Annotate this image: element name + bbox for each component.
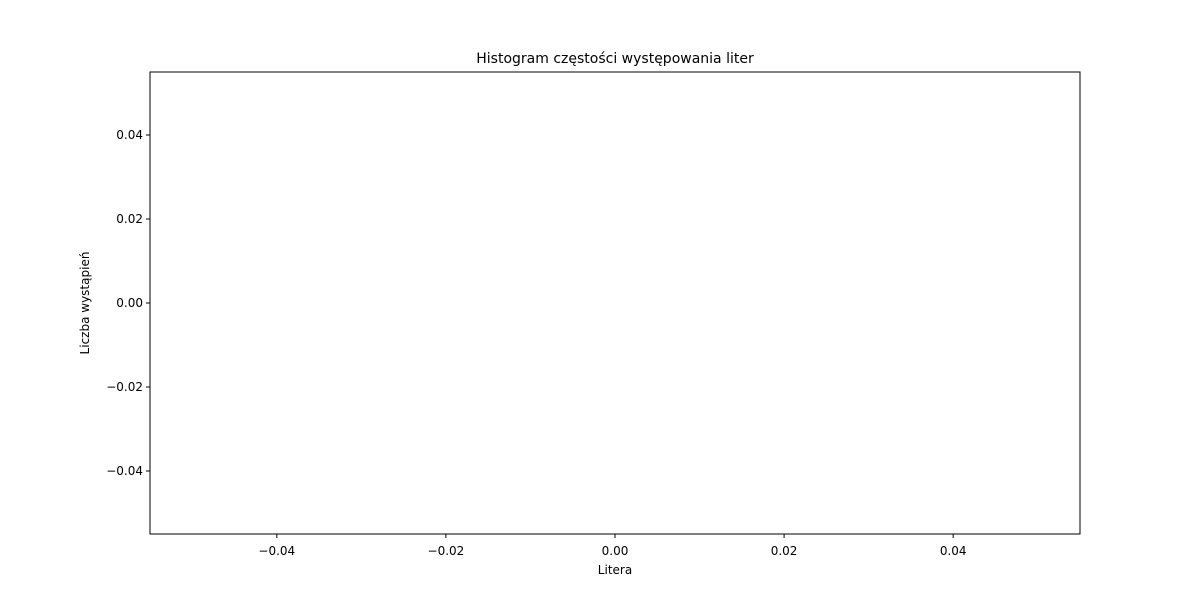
x-tick-label: 0.00 bbox=[602, 544, 629, 558]
x-axis-ticks: −0.04 −0.02 0.00 0.02 0.04 bbox=[258, 534, 967, 558]
y-axis-label: Liczba wystąpień bbox=[78, 252, 92, 355]
y-tick-label: 0.04 bbox=[116, 128, 143, 142]
y-tick-label: 0.00 bbox=[116, 296, 143, 310]
x-axis-label: Litera bbox=[598, 563, 632, 577]
y-tick-label: −0.02 bbox=[106, 380, 143, 394]
x-tick-label: −0.04 bbox=[258, 544, 295, 558]
chart-title: Histogram częstości występowania liter bbox=[476, 51, 754, 67]
x-tick-label: −0.02 bbox=[428, 544, 465, 558]
x-tick-label: 0.04 bbox=[940, 544, 967, 558]
y-tick-label: 0.02 bbox=[116, 212, 143, 226]
x-tick-label: 0.02 bbox=[771, 544, 798, 558]
axes-frame bbox=[149, 71, 1081, 535]
y-tick-label: −0.04 bbox=[106, 464, 143, 478]
y-axis-ticks: −0.04 −0.02 0.00 0.02 0.04 bbox=[106, 128, 150, 478]
